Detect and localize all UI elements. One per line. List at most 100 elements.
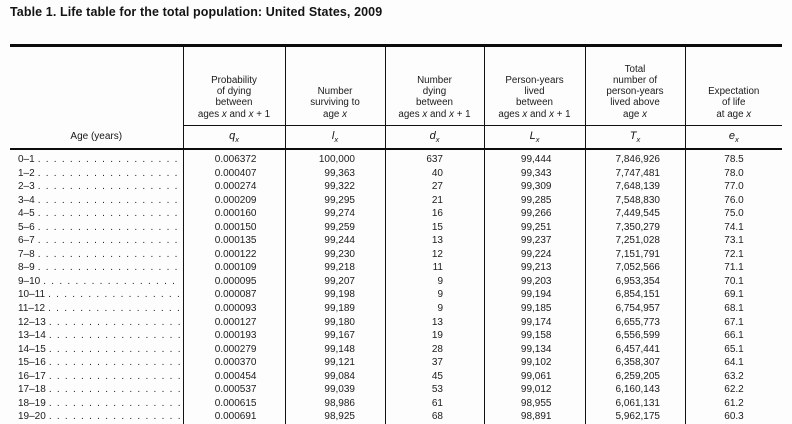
column-symbol-d: dx: [384, 125, 484, 150]
table-row: 2–3 0.000274 99,322 27 99,309 7,648,139 77.0: [10, 180, 782, 194]
l-value: 99,180: [324, 316, 355, 328]
e-value: 66.1: [724, 330, 744, 342]
d-value-cell: 21: [384, 193, 484, 208]
l-value: 99,295: [324, 194, 355, 206]
T-value: 7,350,279: [615, 221, 661, 233]
L-value: 99,194: [520, 289, 552, 301]
life-table-body: 0–1 0.006372 100,000 637 99,444 7,846,926 78.5…: [10, 149, 782, 424]
age-range-label: 8–9: [18, 262, 35, 274]
d-value-cell: 61: [384, 396, 484, 411]
age-cell: 7–8: [10, 248, 183, 262]
e-value-cell: 64.1: [684, 356, 782, 370]
age-range-label: 9–10: [18, 275, 41, 287]
L-value: 98,955: [520, 397, 552, 409]
q-value: 0.000279: [214, 343, 257, 355]
table-row: 13–14 0.000193 99,167 19 99,158 6,556,599 66.1: [10, 329, 782, 343]
age-range-label: 6–7: [18, 235, 35, 247]
e-value: 77.0: [724, 181, 744, 193]
T-value: 7,548,830: [615, 194, 661, 206]
age-range-label: 2–3: [18, 181, 35, 193]
d-value-cell: 16: [384, 207, 484, 221]
q-value: 0.006372: [214, 154, 257, 166]
e-value-cell: 70.1: [684, 274, 782, 289]
l-value: 99,363: [324, 167, 355, 179]
d-value-cell: 11: [384, 261, 484, 275]
L-value: 99,174: [520, 316, 552, 328]
l-value-cell: 99,244: [284, 234, 385, 248]
age-cell: 18–19: [10, 397, 183, 411]
T-value-cell: 6,556,599: [584, 329, 685, 343]
q-value: 0.000370: [214, 357, 257, 369]
e-value-cell: 76.0: [684, 193, 782, 208]
T-value: 7,449,545: [615, 208, 661, 220]
age-range-label: 4–5: [18, 208, 35, 220]
e-value-cell: 77.0: [684, 180, 782, 194]
d-value-cell: 12: [384, 247, 484, 262]
dot-leader: [38, 261, 180, 275]
d-value: 9: [437, 275, 443, 287]
dot-leader: [38, 167, 180, 181]
column-symbol-e: ex: [684, 125, 782, 150]
e-value-cell: 75.0: [684, 207, 782, 221]
age-range-label: 16–17: [18, 370, 46, 382]
q-value-cell: 0.000370: [182, 356, 285, 370]
q-value: 0.000691: [214, 411, 257, 423]
d-value: 13: [431, 235, 443, 247]
e-value: 60.3: [724, 411, 744, 423]
table-row: 8–9 0.000109 99,218 11 99,213 7,052,566 71.1: [10, 261, 782, 275]
age-cell: 12–13: [10, 316, 183, 330]
T-value: 7,251,028: [615, 235, 661, 247]
T-value-cell: 7,648,139: [584, 180, 685, 194]
dot-leader: [48, 302, 179, 316]
l-value-cell: 99,198: [284, 288, 385, 303]
L-value: 99,213: [520, 262, 552, 274]
q-value: 0.000087: [214, 289, 257, 301]
l-value: 99,148: [324, 343, 355, 355]
age-cell: 16–17: [10, 370, 183, 384]
table-row: 4–5 0.000160 99,274 16 99,266 7,449,545 75.0: [10, 207, 782, 221]
T-value-cell: 5,962,175: [584, 410, 685, 424]
T-value-cell: 6,754,957: [584, 302, 685, 316]
d-value: 61: [431, 397, 443, 409]
L-value-cell: 98,891: [483, 410, 585, 424]
l-value: 98,986: [324, 397, 355, 409]
e-value: 72.1: [724, 248, 744, 260]
e-value-cell: 66.1: [684, 329, 782, 343]
L-value-cell: 99,194: [483, 288, 585, 303]
T-value-cell: 6,061,131: [584, 396, 685, 411]
table-row: 18–19 0.000615 98,986 61 98,955 6,061,131 61.2: [10, 396, 782, 411]
T-value-cell: 6,358,307: [584, 356, 685, 370]
L-value-cell: 99,343: [483, 166, 585, 181]
age-range-label: 12–13: [18, 316, 46, 328]
d-value-cell: 53: [384, 383, 484, 397]
column-symbol-T: Tx: [584, 125, 685, 150]
d-value: 37: [431, 357, 443, 369]
d-value-cell: 637: [384, 149, 484, 167]
T-value-cell: 7,251,028: [584, 234, 685, 248]
dot-leader: [49, 383, 180, 397]
age-range-label: 0–1: [18, 154, 35, 166]
age-cell: 4–5: [10, 207, 183, 221]
l-value-cell: 99,274: [284, 207, 385, 221]
l-value: 99,167: [324, 330, 355, 342]
T-value-cell: 6,160,143: [584, 383, 685, 397]
q-value-cell: 0.000407: [182, 166, 285, 181]
L-value: 99,158: [520, 330, 552, 342]
age-cell: 17–18: [10, 383, 183, 397]
l-value-cell: 99,039: [284, 383, 385, 397]
age-cell: 8–9: [10, 261, 183, 275]
d-value: 27: [431, 181, 443, 193]
T-value-cell: 7,449,545: [584, 207, 685, 221]
age-range-label: 15–16: [18, 357, 46, 369]
column-description-e: Expectation of life at age x: [684, 45, 782, 126]
q-value-cell: 0.000093: [182, 302, 285, 316]
d-value: 40: [431, 167, 443, 179]
column-symbol-L: Lx: [483, 125, 585, 150]
L-value: 99,309: [520, 181, 552, 193]
T-value-cell: 6,457,441: [584, 342, 685, 357]
column-description-row: Probability of dying between ages x and x +…: [10, 45, 782, 126]
l-value: 99,039: [324, 384, 355, 396]
dot-leader: [48, 288, 179, 302]
T-value: 7,648,139: [615, 181, 661, 193]
T-value: 7,747,481: [615, 167, 661, 179]
